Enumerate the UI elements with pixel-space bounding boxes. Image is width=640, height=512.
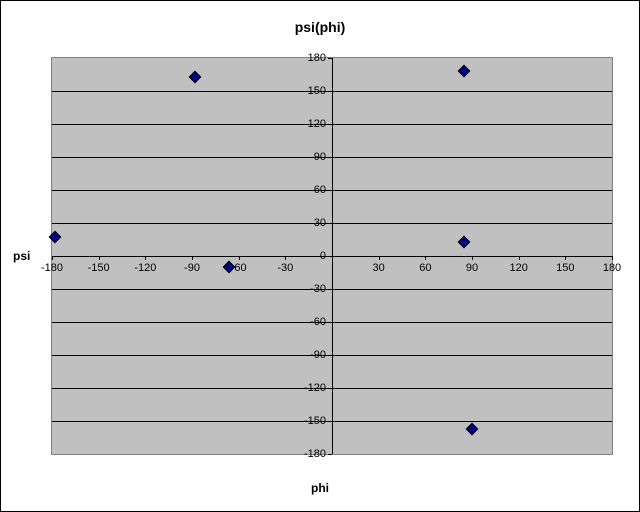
x-tick-label: -30 [277,262,293,274]
plot-area: -180-150-120-90-60-300306090120150180-18… [51,57,613,455]
y-tick-label: 180 [308,52,326,64]
x-tick-label: 60 [419,262,431,274]
data-point [466,422,479,435]
x-tick-label: 180 [603,262,621,274]
x-tick-mark [612,256,613,260]
x-tick-label: 90 [466,262,478,274]
y-tick-label: -150 [304,415,326,427]
data-point [458,235,471,248]
y-tick-label: -120 [304,382,326,394]
y-tick-label: 30 [314,217,326,229]
data-point [189,70,202,83]
y-tick-label: -60 [310,316,326,328]
y-axis [332,58,333,454]
chart-container: psi(phi) psi phi -180-150-120-90-60-3003… [0,0,640,512]
x-axis-label: phi [1,481,639,495]
x-tick-label: -150 [88,262,110,274]
x-tick-label: -120 [134,262,156,274]
y-tick-label: -30 [310,283,326,295]
x-tick-label: 150 [556,262,574,274]
y-tick-label: 120 [308,118,326,130]
y-tick-label: 60 [314,184,326,196]
y-tick-label: 150 [308,85,326,97]
x-tick-label: -180 [41,262,63,274]
x-tick-label: 120 [509,262,527,274]
x-tick-label: 30 [373,262,385,274]
y-tick-mark [328,454,332,455]
data-point [49,231,62,244]
y-tick-label: -180 [304,448,326,460]
data-point [458,65,471,78]
y-tick-label: -90 [310,349,326,361]
x-tick-label: -90 [184,262,200,274]
chart-title: psi(phi) [1,19,639,35]
y-tick-label: 90 [314,151,326,163]
y-axis-label: psi [13,249,30,263]
